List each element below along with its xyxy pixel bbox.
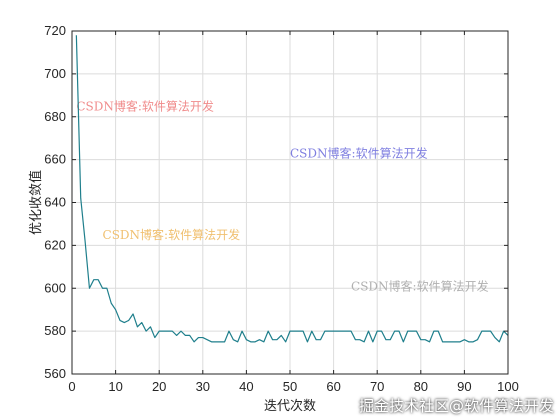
- grid: [71, 30, 509, 375]
- y-axis-ticks: 560 580 600 620 640 660 680 700 720: [44, 23, 508, 381]
- y-tick-label: 600: [44, 280, 66, 295]
- x-tick-label: 70: [370, 379, 384, 394]
- y-tick-label: 640: [44, 195, 66, 210]
- watermark-group: CSDN博客:软件算法开发 CSDN博客:软件算法开发 CSDN博客:软件算法开发 C…: [76, 98, 488, 293]
- watermark-text: CSDN博客:软件算法开发: [351, 278, 489, 293]
- x-tick-label: 50: [283, 379, 297, 394]
- series-group: [75, 35, 509, 343]
- y-tick-label: 680: [44, 109, 66, 124]
- x-tick-label: 80: [414, 379, 428, 394]
- x-axis-ticks: 0 10 20 30 40 50 60 70 80 90 100: [68, 31, 519, 394]
- y-tick-label: 620: [44, 237, 66, 252]
- y-tick-label: 580: [44, 323, 66, 338]
- x-tick-label: 10: [108, 379, 122, 394]
- x-tick-label: 100: [497, 379, 519, 394]
- series-line: [75, 35, 509, 343]
- y-tick-label: 720: [44, 23, 66, 38]
- x-tick-label: 20: [152, 379, 166, 394]
- y-tick-label: 660: [44, 152, 66, 167]
- x-tick-label: 90: [457, 379, 471, 394]
- x-axis-label: 迭代次数: [264, 398, 316, 414]
- y-tick-label: 700: [44, 66, 66, 81]
- corner-watermark: 掘金技术社区@软件算法开发: [358, 397, 554, 415]
- watermark-text: CSDN博客:软件算法开发: [76, 98, 214, 113]
- y-axis-label: 优化收敛值: [28, 170, 44, 235]
- x-tick-label: 40: [239, 379, 253, 394]
- x-tick-label: 30: [196, 379, 210, 394]
- x-tick-label: 0: [68, 379, 75, 394]
- watermark-text: CSDN博客:软件算法开发: [103, 227, 241, 242]
- y-tick-label: 560: [44, 366, 66, 381]
- watermark-text: CSDN博客:软件算法开发: [290, 145, 428, 160]
- x-tick-label: 60: [326, 379, 340, 394]
